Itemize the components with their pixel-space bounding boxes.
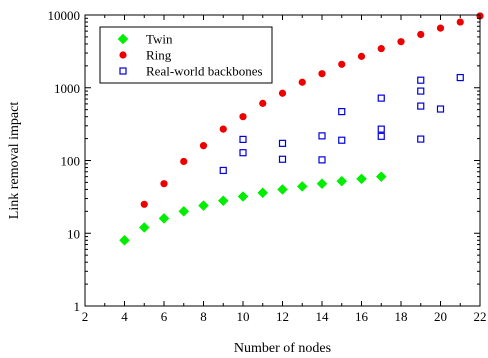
data-point bbox=[160, 180, 168, 188]
data-point bbox=[436, 105, 445, 113]
data-point bbox=[239, 149, 247, 157]
data-point bbox=[356, 173, 367, 185]
data-point bbox=[296, 181, 308, 192]
data-point bbox=[318, 132, 326, 140]
y-tick-label: 1 bbox=[74, 299, 81, 314]
data-point bbox=[259, 99, 267, 107]
data-point bbox=[199, 142, 208, 150]
legend-label: Real-world backbones bbox=[146, 64, 263, 79]
data-point bbox=[140, 200, 148, 208]
data-point bbox=[138, 222, 150, 233]
x-tick-label: 18 bbox=[395, 309, 408, 324]
data-point bbox=[257, 187, 269, 199]
legend-marker bbox=[117, 33, 129, 45]
data-point bbox=[318, 70, 326, 78]
data-point bbox=[198, 200, 209, 211]
x-tick-label: 12 bbox=[276, 309, 289, 324]
x-tick-label: 14 bbox=[316, 309, 330, 324]
data-point bbox=[239, 113, 247, 121]
data-point bbox=[436, 24, 445, 32]
data-point bbox=[375, 171, 387, 182]
x-tick-label: 20 bbox=[434, 309, 447, 324]
y-tick-label: 1000 bbox=[54, 81, 80, 96]
data-point bbox=[278, 89, 287, 97]
data-point bbox=[417, 30, 425, 39]
legend-marker bbox=[119, 51, 127, 59]
y-tick-label: 10 bbox=[67, 226, 80, 241]
y-tick-label: 10000 bbox=[48, 8, 81, 23]
legend-box bbox=[99, 26, 273, 84]
legend-label: Ring bbox=[146, 48, 172, 63]
data-point bbox=[278, 155, 287, 163]
data-point bbox=[237, 191, 249, 202]
x-tick-label: 16 bbox=[355, 309, 369, 324]
data-point bbox=[298, 78, 306, 86]
data-point bbox=[397, 38, 405, 46]
x-tick-label: 6 bbox=[161, 309, 168, 324]
legend-marker bbox=[119, 67, 127, 75]
series-ring bbox=[120, 12, 484, 244]
x-tick-label: 10 bbox=[237, 309, 250, 324]
data-point bbox=[217, 195, 229, 207]
data-point bbox=[119, 234, 130, 246]
y-axis-label: Link removal impact bbox=[7, 102, 22, 220]
data-point bbox=[377, 45, 385, 53]
data-point bbox=[338, 136, 346, 144]
data-point bbox=[456, 18, 464, 26]
data-point bbox=[377, 132, 385, 140]
data-point bbox=[158, 213, 170, 224]
x-axis-label: Number of nodes bbox=[234, 341, 331, 356]
data-point bbox=[338, 108, 346, 116]
data-point bbox=[239, 135, 247, 143]
x-tick-label: 2 bbox=[82, 309, 89, 324]
x-tick-label: 4 bbox=[121, 309, 128, 324]
data-point bbox=[278, 139, 287, 147]
data-point bbox=[318, 156, 326, 164]
legend-label: Twin bbox=[146, 32, 173, 47]
series-real-world-backbones bbox=[219, 73, 464, 175]
data-point bbox=[417, 76, 425, 84]
data-point bbox=[377, 125, 385, 133]
data-point bbox=[377, 94, 385, 102]
y-tick-label: 100 bbox=[61, 154, 81, 169]
data-point bbox=[277, 184, 288, 195]
data-point bbox=[336, 175, 348, 187]
data-point bbox=[180, 157, 188, 166]
data-point bbox=[219, 125, 227, 133]
data-point bbox=[417, 87, 425, 95]
data-point bbox=[456, 73, 464, 82]
data-point bbox=[417, 102, 425, 110]
data-point bbox=[338, 60, 346, 68]
series-twin bbox=[119, 171, 387, 246]
data-point bbox=[178, 205, 190, 217]
data-point bbox=[417, 135, 425, 143]
x-tick-label: 8 bbox=[200, 309, 207, 324]
data-point bbox=[219, 166, 227, 175]
data-point bbox=[316, 178, 328, 190]
x-tick-label: 22 bbox=[474, 309, 487, 324]
data-point bbox=[357, 52, 366, 60]
